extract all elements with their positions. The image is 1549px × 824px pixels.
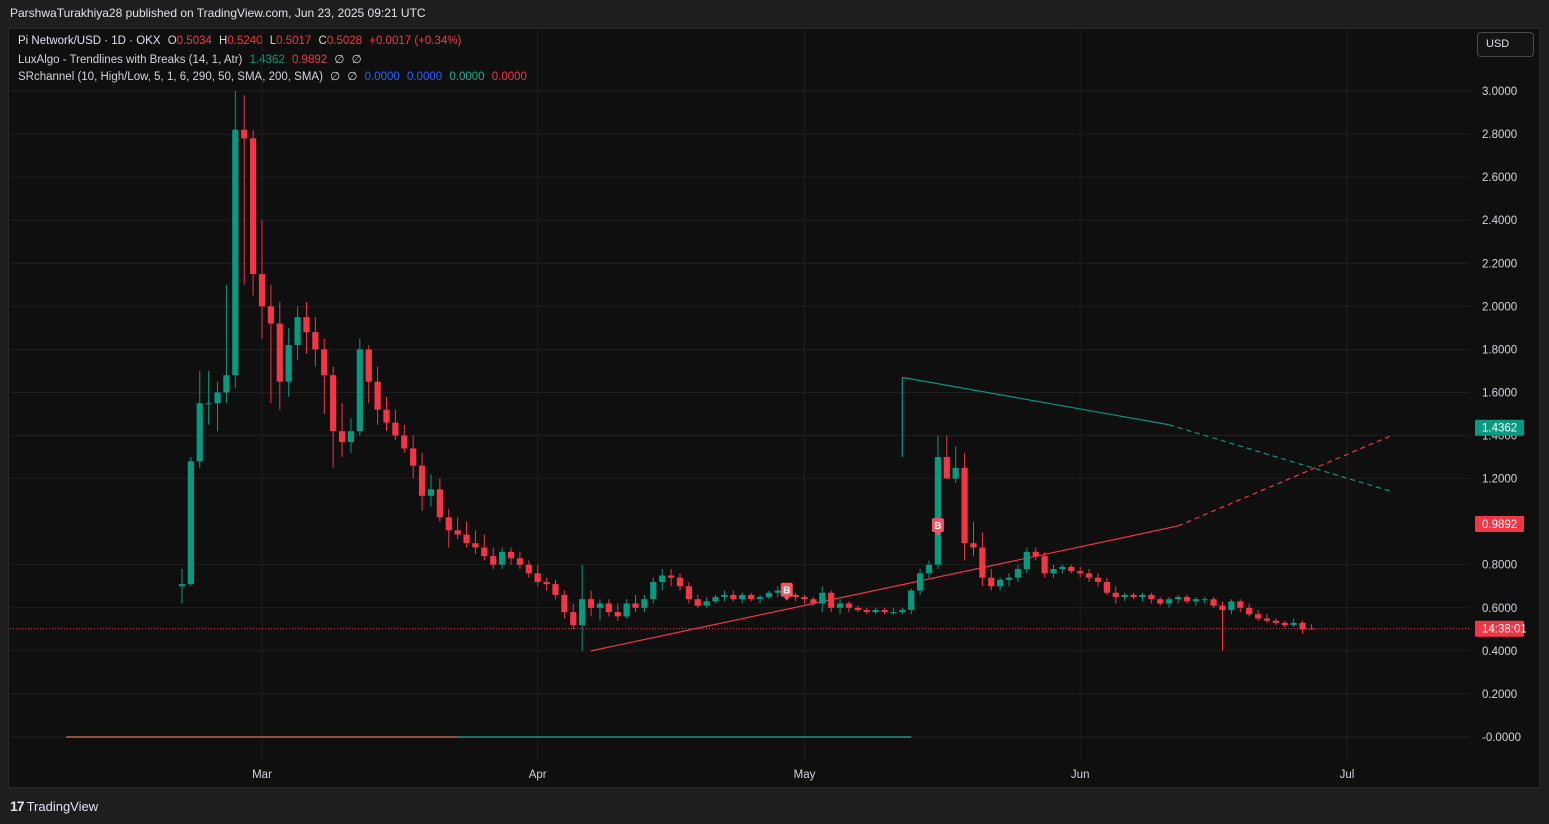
change-value: +0.0017 (+0.34%) [369,35,462,47]
indicator-1-value-2: 0.9892 [291,54,328,66]
legend-indicator-1-row: LuxAlgo - Trendlines with Breaks (14, 1,… [18,52,366,66]
tradingview-brand: TradingView [26,798,99,814]
indicator-2-value-1: ∅ [330,71,341,83]
indicator-2-value-2: ∅ [347,71,358,83]
open-value: 0.5034 [176,35,212,47]
tradingview-footer[interactable]: 17 TradingView [10,798,98,814]
legend-indicator-2-row: SRchannel (10, High/Low, 5, 1, 6, 290, 5… [18,69,531,83]
indicator-2-value-5: 0.0000 [449,71,485,83]
indicator-1-name[interactable]: LuxAlgo - Trendlines with Breaks (14, 1,… [18,54,243,66]
tradingview-logo-icon: 17 [10,798,25,814]
legend-symbol-row: Pi Network/USD · 1D · OKX O0.5034 H0.524… [18,35,465,47]
high-value: 0.5240 [227,35,263,47]
indicator-2-value-4: 0.0000 [406,71,443,83]
chart-frame[interactable] [8,28,1540,788]
close-value: 0.5028 [326,35,363,47]
indicator-1-value-3: ∅ [334,54,345,66]
published-header: ParshwaTurakhiya28 published on TradingV… [10,6,426,20]
symbol-label[interactable]: Pi Network/USD · 1D · OKX [18,35,161,47]
indicator-1-value-4: ∅ [351,54,362,66]
currency-button[interactable]: USD [1477,32,1534,57]
indicator-2-value-3: 0.0000 [364,71,400,83]
low-value: 0.5017 [276,35,312,47]
close-label: C [318,35,327,47]
indicator-2-name[interactable]: SRchannel (10, High/Low, 5, 1, 6, 290, 5… [18,71,323,83]
high-label: H [219,35,228,47]
low-label: L [269,35,277,47]
indicator-1-value-1: 1.4362 [249,54,285,66]
indicator-2-value-6: 0.0000 [491,71,527,83]
open-label: O [167,35,177,47]
